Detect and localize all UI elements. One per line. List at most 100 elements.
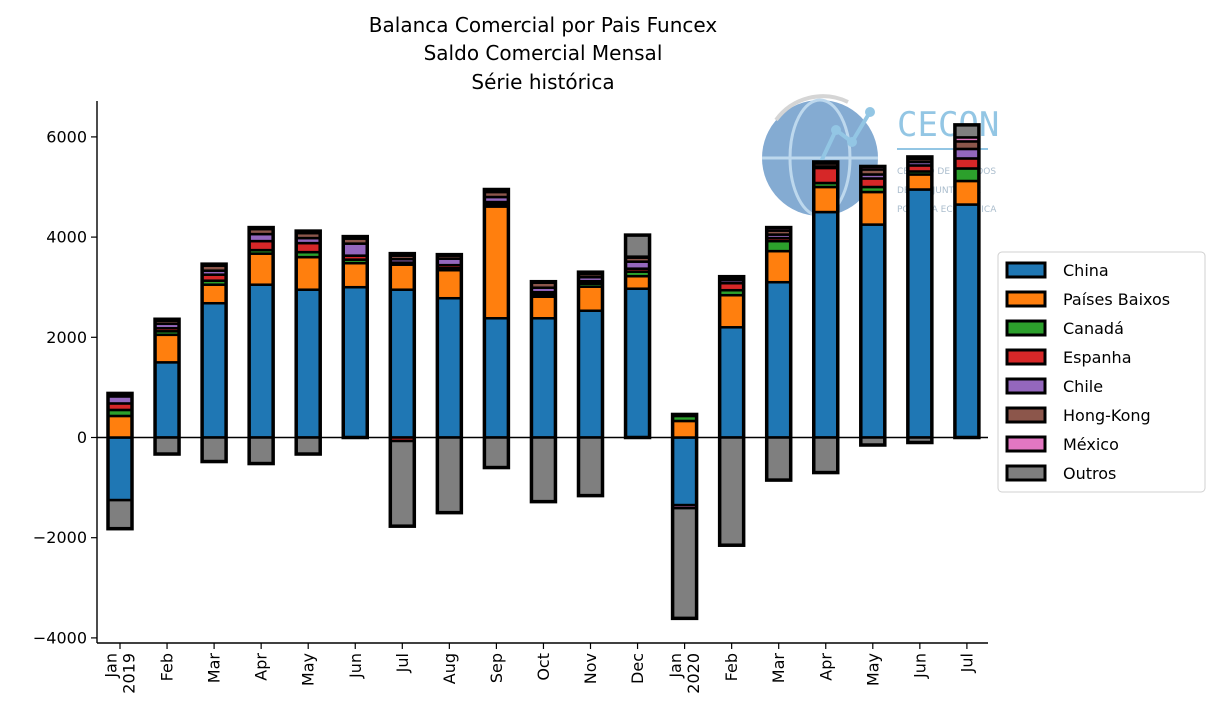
bar-segment-outros-12: [671, 506, 698, 620]
chart-title: Balanca Comercial por Pais Funcex Saldo …: [369, 13, 718, 94]
bar-segment-pa-ses-baixos-18: [953, 179, 981, 206]
logo-trend-icon: [816, 110, 872, 169]
bar-outline-0: [106, 391, 134, 531]
bar-outline-7: [435, 252, 464, 515]
bar-outline-9: [529, 279, 558, 504]
bar-segment-pa-ses-baixos-9: [530, 295, 557, 320]
x-tick-label-1-line-0: Feb: [158, 653, 177, 681]
x-tick-label-18-line-0: Jul: [957, 653, 976, 673]
x-tick-label-0: Jan 2019: [102, 653, 139, 694]
x-tick-label-12: Jan 2020: [666, 653, 703, 694]
bar-segment-pa-ses-baixos-6: [389, 263, 416, 291]
chart-title-line-2: Saldo Comercial Mensal: [424, 41, 663, 65]
bar-segment-outros-8: [483, 436, 510, 469]
x-tick-label-10: Nov: [581, 653, 600, 684]
bar-segment-china-7: [436, 296, 463, 439]
bar-segment-china-10: [577, 309, 604, 439]
x-tick-label-8-line-0: Sep: [487, 653, 506, 683]
logo-title: CECON: [897, 105, 999, 145]
bar-segment-pa-ses-baixos-0: [106, 414, 134, 439]
bar-segment-china-0: [106, 436, 134, 502]
bar-segment-espanha-3: [247, 239, 275, 252]
x-tick-label-3: Apr: [252, 653, 271, 681]
logo-trend-dot-2: [865, 107, 875, 117]
x-tick-label-11-line-0: Dec: [628, 653, 647, 684]
logo-subtitle-1: DE CONJUNTURA E: [897, 186, 982, 196]
bar-outline-17: [906, 155, 934, 445]
bar-segment-espanha-4: [294, 241, 322, 254]
x-tick-label-3-line-0: Apr: [252, 653, 271, 681]
x-tick-label-9: Oct: [534, 653, 553, 681]
legend-label-pa-ses-baixos: Países Baixos: [1063, 290, 1170, 309]
bar-outline-10: [576, 270, 605, 498]
bar-segment-china-8: [483, 317, 510, 439]
chart-title-line-1: Balanca Comercial por Pais Funcex: [369, 13, 718, 37]
bar-segment-china-11: [624, 287, 651, 439]
x-tick-label-16: May: [863, 653, 882, 686]
bar-segment-china-9: [530, 317, 557, 439]
bar-segment-chile-18: [953, 147, 981, 160]
bar-segment-pa-ses-baixos-10: [577, 285, 604, 312]
bar-outline-4: [294, 229, 322, 456]
bar-segment-china-2: [200, 301, 228, 439]
bar-segment-pa-ses-baixos-12: [671, 419, 698, 439]
bar-segment-outros-10: [577, 436, 604, 497]
x-tick-label-8: Sep: [487, 653, 506, 683]
bar-segment-pa-ses-baixos-5: [342, 261, 369, 289]
bar-segment-espanha-16: [859, 177, 887, 189]
legend-frame: [997, 251, 1206, 493]
legend-swatch-pa-ses-baixos: [1005, 290, 1047, 308]
bar-segment-china-17: [906, 188, 934, 439]
bar-outline-13: [717, 274, 746, 547]
x-tick-label-18: Jul: [957, 653, 976, 673]
x-tick-label-4: May: [299, 653, 318, 686]
bar-segment-pa-ses-baixos-15: [812, 185, 839, 214]
bar-outline-15: [812, 160, 840, 475]
bar-segment-china-6: [389, 288, 416, 439]
x-tick-label-12-line-1: 2020: [684, 653, 703, 694]
bars-layer: [106, 123, 981, 621]
bar-segment-china-16: [859, 223, 887, 439]
x-tick-label-17: Jun: [910, 653, 929, 679]
x-tick-label-1: Feb: [158, 653, 177, 681]
bar-segment-pa-ses-baixos-2: [200, 283, 228, 305]
legend-label-espanha: Espanha: [1063, 348, 1132, 367]
legend-label-outros: Outros: [1063, 464, 1116, 483]
y-tick-label-0: −4000: [33, 628, 87, 647]
bar-segment-outros-7: [436, 436, 463, 514]
x-tick-label-13: Feb: [722, 653, 741, 681]
legend-label-hong-kong: Hong-Kong: [1063, 406, 1151, 425]
chart-title-line-3: Série histórica: [471, 70, 614, 94]
legend-swatch-espanha: [1005, 348, 1047, 366]
legend-swatch-chile: [1005, 377, 1047, 395]
legend-swatch-china: [1005, 261, 1047, 279]
bar-segment-outros-9: [530, 436, 557, 503]
bar-segment-outros-15: [812, 436, 839, 474]
bar-segment-pa-ses-baixos-11: [624, 274, 651, 290]
legend-label-china: China: [1063, 261, 1109, 280]
bar-outline-6: [388, 251, 417, 528]
y-tick-label-1: −2000: [33, 528, 87, 547]
bar-segment-china-13: [718, 326, 745, 439]
bar-segment-outros-14: [765, 436, 792, 482]
bar-outline-1: [153, 317, 181, 456]
bar-segment-outros-6: [389, 439, 416, 528]
bar-outline-3: [247, 225, 275, 466]
bar-segment-pa-ses-baixos-13: [718, 293, 745, 329]
bar-segment-outros-2: [200, 436, 228, 463]
bar-segment-espanha-18: [953, 157, 981, 170]
x-tick-label-7: Aug: [440, 653, 459, 684]
bar-segment-canad--14: [765, 239, 792, 253]
bar-segment-outros-11: [624, 233, 651, 258]
legend-label-canad-: Canadá: [1063, 319, 1124, 338]
x-tick-label-5: Jun: [346, 653, 365, 679]
logo-arc-icon: [774, 94, 849, 122]
bar-segment-china-15: [812, 210, 839, 439]
bar-outline-12: [670, 412, 699, 621]
y-tick-label-2: 0: [77, 428, 87, 447]
bar-segment-outros-0: [106, 498, 134, 530]
logo-trend-dot-1: [847, 137, 857, 147]
